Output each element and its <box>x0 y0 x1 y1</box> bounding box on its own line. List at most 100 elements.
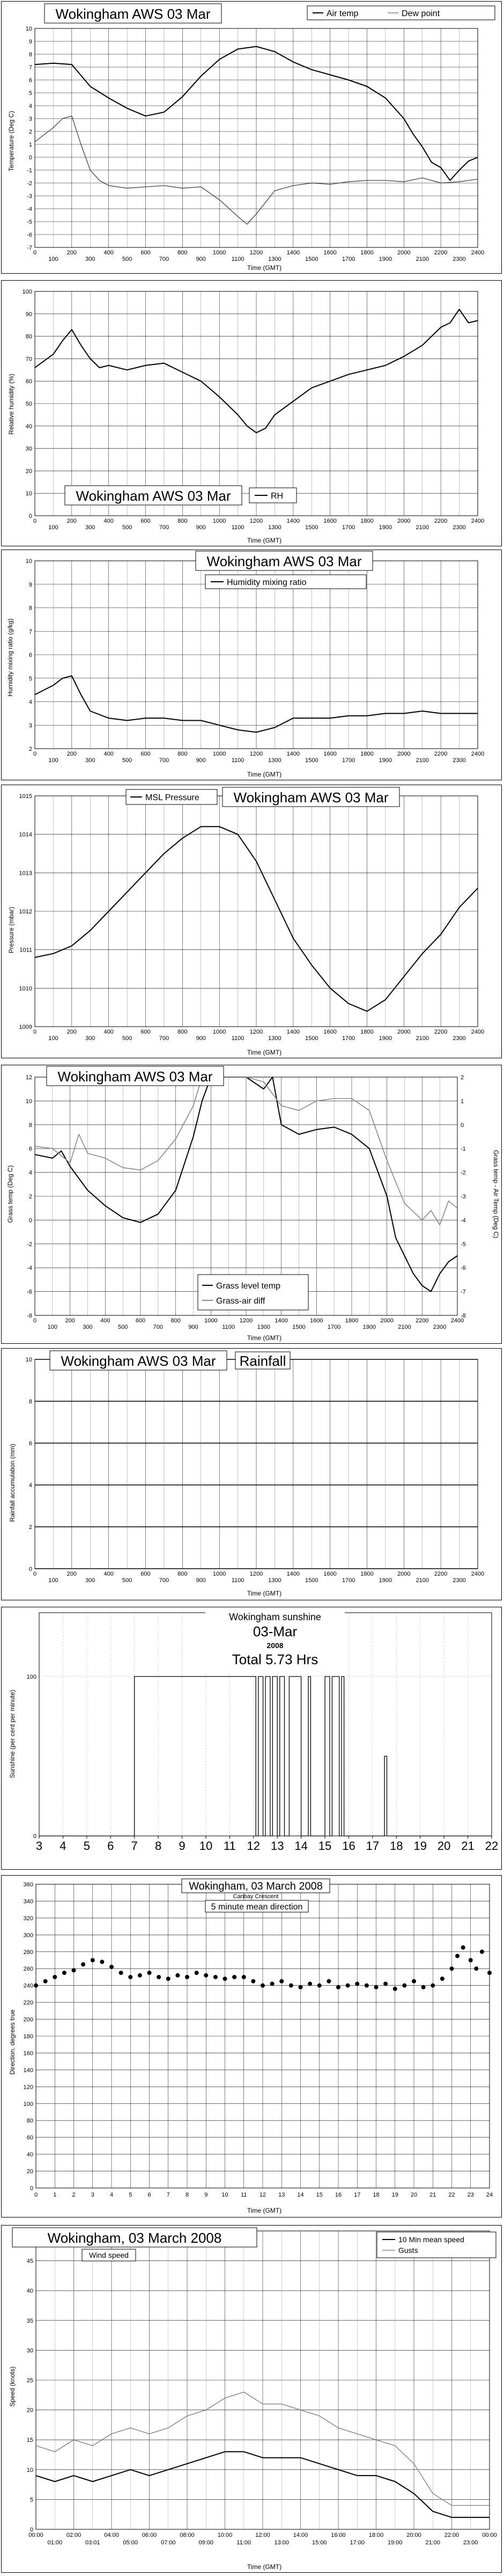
y-axis-label: Sunshine (per cent per minute) <box>9 1690 16 1779</box>
y-tick-label: 40 <box>27 2151 33 2158</box>
direction-point <box>241 1974 246 1979</box>
x-tick-label: 2000 <box>397 751 410 757</box>
x-tick-label: 10 <box>199 1839 212 1853</box>
grid <box>34 560 478 749</box>
x-tick-label-minor: 2100 <box>416 757 429 764</box>
x-tick-label: 1400 <box>275 1318 287 1324</box>
y-tick-label: 90 <box>26 311 32 318</box>
legend-label-rh: RH <box>271 492 283 501</box>
x-tick-label: 1400 <box>287 1571 300 1577</box>
chart-location: Canbay Crescent <box>233 1893 279 1900</box>
y-tick-label: 6 <box>29 77 32 84</box>
chart-title: Wokingham AWS 03 Mar <box>61 1353 216 1369</box>
x-tick-label: 10 <box>221 2192 228 2198</box>
x-tick-label: 24 <box>486 2192 493 2198</box>
x-tick-label-minor: 1900 <box>379 757 392 764</box>
x-tick-label-minor: 1300 <box>268 524 281 531</box>
y-tick-label: 7 <box>29 628 32 635</box>
x-tick-label: 600 <box>140 751 150 757</box>
grid <box>34 795 478 1027</box>
direction-point <box>34 1983 38 1988</box>
x-tick-label-minor: 1900 <box>363 1324 376 1330</box>
humidity-mixing-ratio-chart: 2 3 4 5 6 7 8 9 10 0 200 400 600 800 1000 1200 1400 1600… <box>1 550 502 780</box>
y-tick-label: 2 <box>29 1194 32 1200</box>
y-tick-label: 8 <box>29 1399 32 1405</box>
x-tick-label: 19 <box>392 2192 398 2198</box>
legend-box <box>205 574 367 589</box>
x-tick-label-minor: 1100 <box>232 524 244 531</box>
direction-point <box>118 1971 123 1975</box>
y-tick-label: -3 <box>27 193 32 200</box>
x-ticks: 0 200 400 600 800 1000 1200 1400 1600 1800 2000 220… <box>33 1571 484 1584</box>
y-tick-label: 9 <box>29 582 32 588</box>
y-tick-label: 340 <box>24 1898 33 1905</box>
direction-point <box>100 1959 105 1964</box>
x-tick-label: 17 <box>354 2192 360 2198</box>
direction-point <box>213 1974 218 1979</box>
direction-point <box>449 1966 454 1971</box>
x-tick-label: 600 <box>140 518 150 524</box>
y-axis-label: Grass temp (Deg C) <box>6 1165 14 1223</box>
y-tick-label: 0 <box>30 2185 33 2192</box>
title-box <box>49 1350 227 1371</box>
plot-area <box>34 28 478 248</box>
direction-point <box>185 1974 189 1979</box>
x-tick-label: 1000 <box>213 250 226 256</box>
y-tick-label: -4 <box>27 206 32 213</box>
x-tick-label-minor: 1300 <box>257 1324 270 1330</box>
direction-point <box>317 1983 322 1988</box>
direction-point <box>223 1977 227 1981</box>
direction-point <box>147 1971 152 1975</box>
x-tick-label: 16:00 <box>331 2532 346 2538</box>
x-tick-label-minor: 21:00 <box>425 2540 440 2546</box>
series <box>34 675 478 733</box>
y-tick-label: 10 <box>27 2467 33 2473</box>
direction-point <box>232 1974 237 1979</box>
x-tick-label: 2200 <box>434 751 447 757</box>
x-tick-label: 800 <box>177 1029 187 1035</box>
x-tick-label: 400 <box>103 250 113 256</box>
x-tick-label: 1800 <box>360 1571 373 1577</box>
y-tick-label: 180 <box>24 2033 33 2040</box>
x-tick-label: 0 <box>33 1318 36 1324</box>
x-tick-label-minor: 900 <box>196 524 206 531</box>
x-tick-label: 3 <box>91 2192 94 2198</box>
direction-point <box>81 1962 86 1967</box>
x-tick-label-minor: 2300 <box>453 1035 465 1042</box>
y-tick-label: -7 <box>27 245 32 251</box>
x-tick-label-minor: 1500 <box>305 256 318 262</box>
y2-tick-label: 1 <box>461 1098 464 1104</box>
y-tick-label: 35 <box>27 2318 33 2324</box>
x-tick-label: 800 <box>177 518 187 524</box>
y-tick-label: 4 <box>29 1170 32 1176</box>
y-tick-label: 60 <box>26 378 32 385</box>
y-tick-label: 10 <box>26 1357 32 1363</box>
x-tick-label: 2200 <box>416 1318 428 1324</box>
x-tick-label-minor: 1700 <box>328 1324 340 1330</box>
x-tick-label: 13 <box>278 2192 285 2198</box>
x-axis-label: Time (GMT) <box>247 771 281 778</box>
x-tick-label: 9 <box>204 2192 207 2198</box>
x-tick-label: 1600 <box>323 1029 336 1035</box>
y-tick-label: 100 <box>23 289 32 295</box>
y-tick-label: -2 <box>27 180 32 187</box>
x-tick-label-minor: 900 <box>188 1324 198 1330</box>
x-tick-label: 400 <box>103 1029 113 1035</box>
y2-tick-label: -7 <box>461 1289 466 1296</box>
y-tick-label: 8 <box>29 52 32 58</box>
x-ticks: 0 200 400 600 800 1000 1200 1400 1600 1800 2000 220… <box>33 250 484 262</box>
x-tick-label: 200 <box>67 1571 77 1577</box>
direction-point <box>261 1983 265 1988</box>
series <box>39 1676 492 1836</box>
direction-point <box>308 1981 313 1986</box>
y-tick-label: 100 <box>24 2101 33 2107</box>
x-tick-label-minor: 1100 <box>232 1035 244 1042</box>
direction-point <box>90 1958 95 1963</box>
direction-point <box>71 1968 76 1973</box>
y-ticks: 05101520253035404550 <box>27 2228 33 2533</box>
y-tick-label: -6 <box>27 1289 32 1296</box>
x-tick-label-minor: 1300 <box>268 1035 281 1042</box>
x-tick-label-minor: 700 <box>159 1035 169 1042</box>
y-tick-label: 30 <box>27 2347 33 2354</box>
direction-point <box>137 1973 142 1978</box>
